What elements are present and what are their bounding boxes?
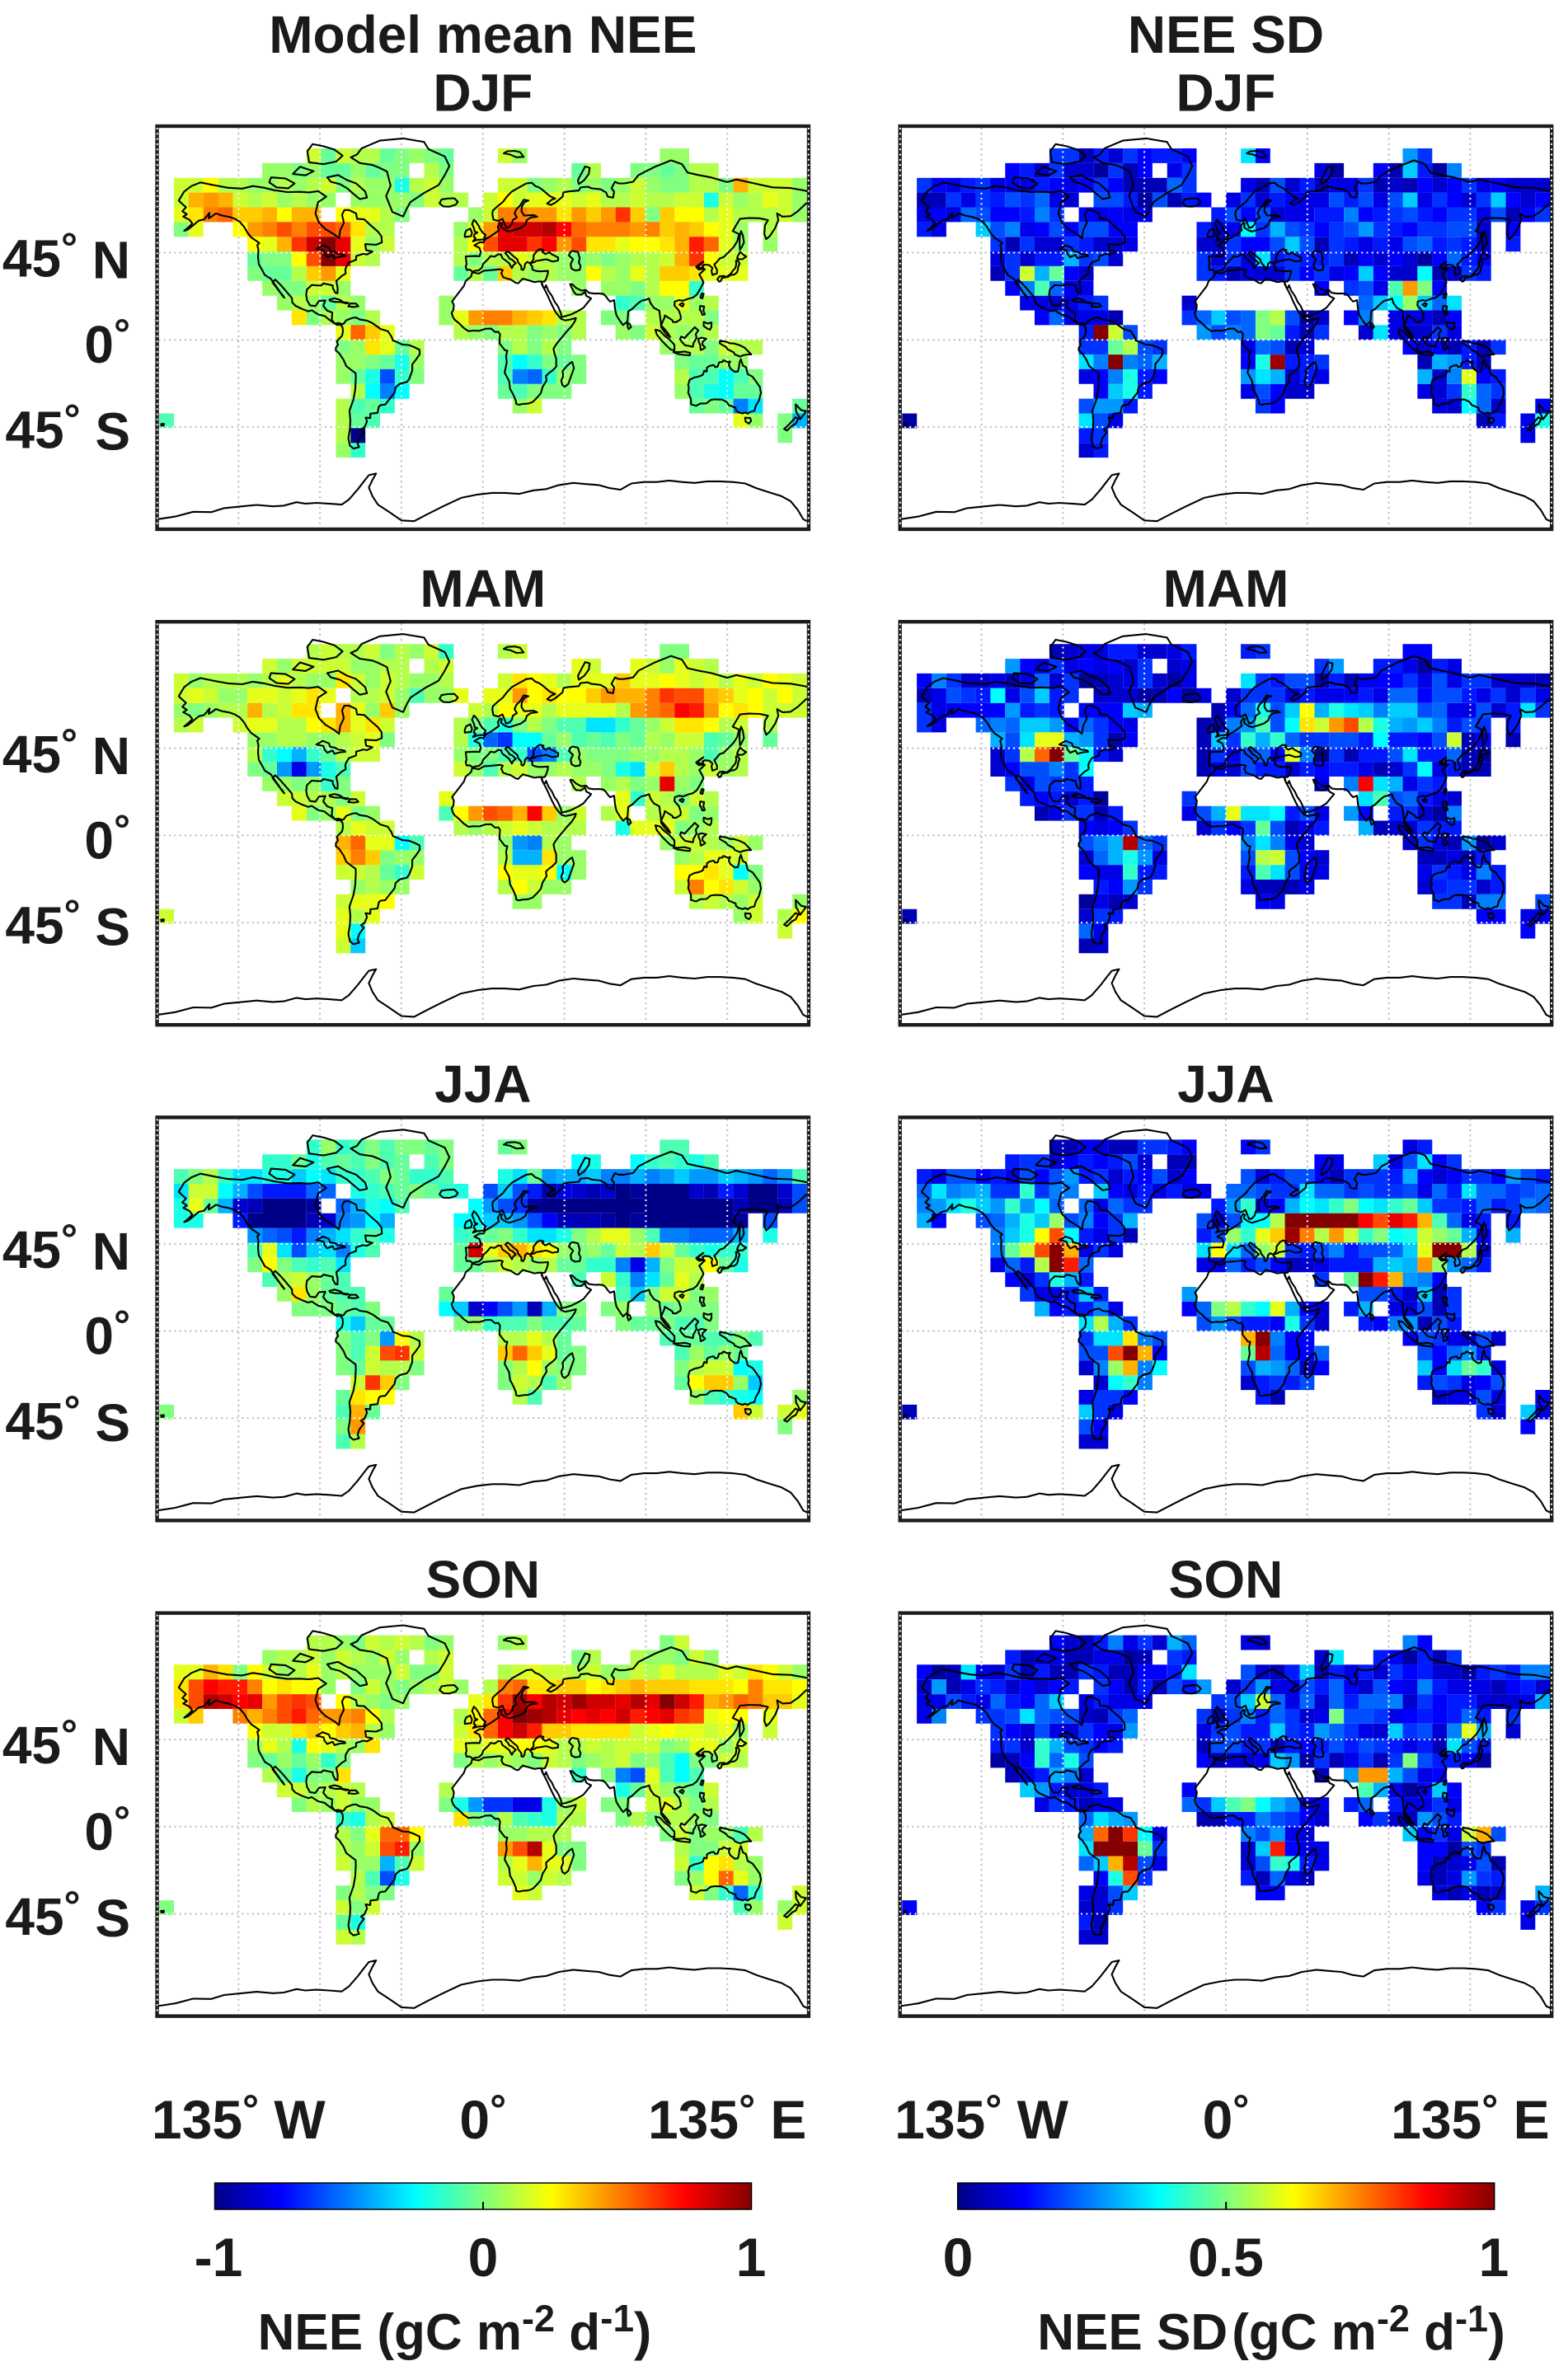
svg-text:-1: -1 (195, 2227, 243, 2288)
svg-text:45° S: 45° S (5, 396, 130, 461)
svg-text:135° E: 135° E (648, 2087, 806, 2150)
svg-text:135° W: 135° W (894, 2087, 1068, 2150)
svg-text:SON: SON (1169, 1550, 1284, 1609)
svg-text:JJA: JJA (1177, 1054, 1274, 1114)
svg-text:45° S: 45° S (5, 1387, 130, 1453)
svg-text:SON: SON (425, 1550, 540, 1609)
svg-text:MAM: MAM (420, 559, 546, 618)
svg-text:NEE SD (gC m-2 d-1): NEE SD (gC m-2 d-1) (1037, 2298, 1505, 2361)
svg-text:0°: 0° (84, 1798, 130, 1861)
svg-text:0: 0 (468, 2227, 499, 2288)
svg-text:Model mean NEE: Model mean NEE (269, 5, 697, 64)
svg-text:1: 1 (1479, 2227, 1509, 2288)
svg-text:1: 1 (736, 2227, 767, 2288)
svg-text:135° E: 135° E (1391, 2087, 1549, 2150)
svg-text:135° W: 135° W (152, 2087, 326, 2150)
svg-text:NEE SD: NEE SD (1128, 5, 1324, 64)
svg-text:DJF: DJF (433, 63, 533, 123)
svg-text:DJF: DJF (1176, 63, 1276, 123)
svg-text:0.5: 0.5 (1188, 2227, 1264, 2288)
svg-text:NEE (gC m-2 d-1): NEE (gC m-2 d-1) (258, 2297, 652, 2361)
svg-text:45° N: 45° N (2, 225, 130, 290)
svg-text:MAM: MAM (1163, 559, 1289, 618)
svg-text:JJA: JJA (434, 1054, 531, 1114)
svg-text:0: 0 (943, 2227, 974, 2288)
